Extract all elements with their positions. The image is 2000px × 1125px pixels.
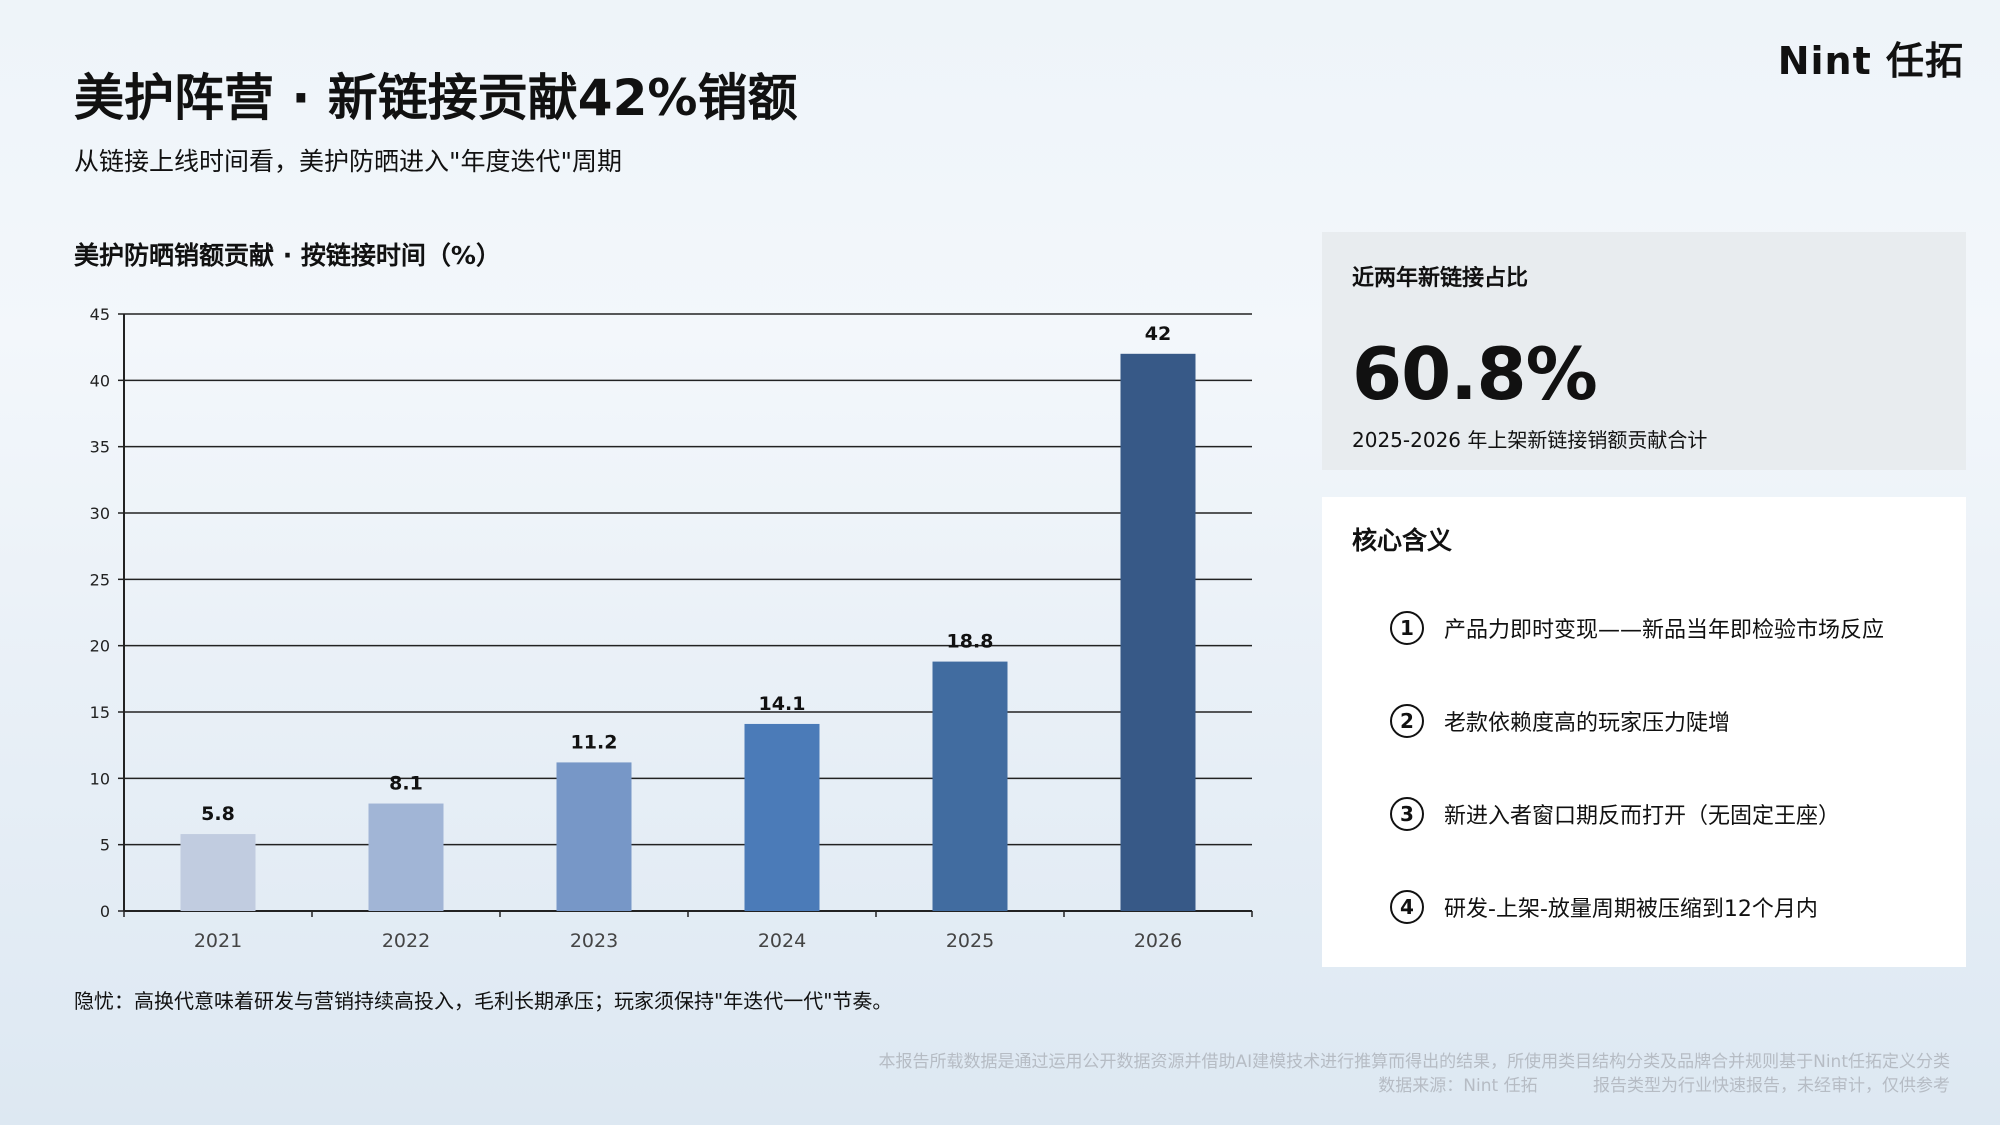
bar	[180, 834, 256, 911]
data-label: 5.8	[201, 803, 235, 825]
bar	[368, 803, 444, 911]
y-tick-label: 40	[90, 371, 110, 390]
footer-source-row: 数据来源：Nint 任拓 报告类型为行业快速报告，未经审计，仅供参考	[878, 1074, 1950, 1098]
x-tick-label: 2024	[758, 930, 806, 952]
y-tick-label: 5	[100, 836, 110, 855]
page-subtitle: 从链接上线时间看，美护防晒进入"年度迭代"周期	[74, 147, 622, 176]
core-point-text: 新进入者窗口期反而打开（无固定王座）	[1444, 803, 1841, 829]
chart-note: 隐忧：高换代意味着研发与营销持续高投入，毛利长期承压；玩家须保持"年迭代一代"节…	[74, 989, 893, 1013]
core-point: 4 研发-上架-放量周期被压缩到12个月内	[1352, 860, 1936, 953]
circled-number-icon: 3	[1390, 796, 1424, 831]
bar-chart: 0510152025303540455.820218.1202211.22023…	[90, 305, 1253, 952]
kpi-card: 近两年新链接占比 60.8% 2025-2026 年上架新链接销额贡献合计	[1322, 232, 1966, 470]
x-tick-label: 2021	[194, 930, 242, 952]
kpi-label: 近两年新链接占比	[1352, 266, 1529, 291]
data-label: 42	[1145, 323, 1171, 345]
core-point-text: 老款依赖度高的玩家压力陡增	[1444, 710, 1731, 736]
kpi-value: 60.8%	[1352, 332, 1598, 416]
core-point: 3 新进入者窗口期反而打开（无固定王座）	[1352, 767, 1936, 860]
footer-disclaimer-line: 本报告所载数据是通过运用公开数据资源并借助AI建模技术进行推算而得出的结果，所使…	[878, 1052, 1950, 1072]
core-point-text: 研发-上架-放量周期被压缩到12个月内	[1444, 896, 1818, 922]
core-meaning-title: 核心含义	[1352, 526, 1453, 555]
y-tick-label: 25	[90, 570, 110, 589]
y-tick-label: 15	[90, 703, 110, 722]
core-point-text: 产品力即时变现——新品当年即检验市场反应	[1444, 617, 1885, 643]
core-points-list: 1 产品力即时变现——新品当年即检验市场反应 2 老款依赖度高的玩家压力陡增 3…	[1352, 581, 1936, 953]
bar	[1120, 353, 1196, 911]
core-point: 2 老款依赖度高的玩家压力陡增	[1352, 674, 1936, 767]
core-meaning-card: 核心含义 1 产品力即时变现——新品当年即检验市场反应 2 老款依赖度高的玩家压…	[1322, 497, 1966, 967]
chart-title: 美护防晒销额贡献 · 按链接时间（%）	[74, 241, 501, 270]
bar	[932, 661, 1008, 911]
x-tick-label: 2026	[1134, 930, 1182, 952]
y-tick-label: 10	[90, 769, 110, 788]
bar	[744, 723, 820, 911]
circled-number-icon: 4	[1390, 889, 1424, 924]
bar	[556, 762, 632, 911]
y-tick-label: 20	[90, 637, 110, 656]
footer: 本报告所载数据是通过运用公开数据资源并借助AI建模技术进行推算而得出的结果，所使…	[878, 1050, 1950, 1098]
page-title: 美护阵营 · 新链接贡献42%销额	[74, 69, 798, 127]
data-label: 11.2	[571, 731, 618, 753]
data-label: 8.1	[389, 773, 423, 795]
data-label: 14.1	[759, 693, 806, 715]
y-tick-label: 0	[100, 902, 110, 921]
x-tick-label: 2025	[946, 930, 994, 952]
y-tick-label: 30	[90, 504, 110, 523]
brand-logo: Nint 任拓	[1777, 39, 1964, 83]
y-tick-label: 45	[90, 305, 110, 324]
kpi-description: 2025-2026 年上架新链接销额贡献合计	[1352, 428, 1708, 452]
footer-report-type: 报告类型为行业快速报告，未经审计，仅供参考	[1593, 1076, 1950, 1096]
footer-source: 数据来源：Nint 任拓	[1378, 1076, 1538, 1096]
data-label: 18.8	[947, 631, 994, 653]
y-tick-label: 35	[90, 438, 110, 457]
circled-number-icon: 1	[1390, 610, 1424, 645]
core-point: 1 产品力即时变现——新品当年即检验市场反应	[1352, 581, 1936, 674]
circled-number-icon: 2	[1390, 703, 1424, 738]
x-tick-label: 2023	[570, 930, 618, 952]
x-tick-label: 2022	[382, 930, 430, 952]
